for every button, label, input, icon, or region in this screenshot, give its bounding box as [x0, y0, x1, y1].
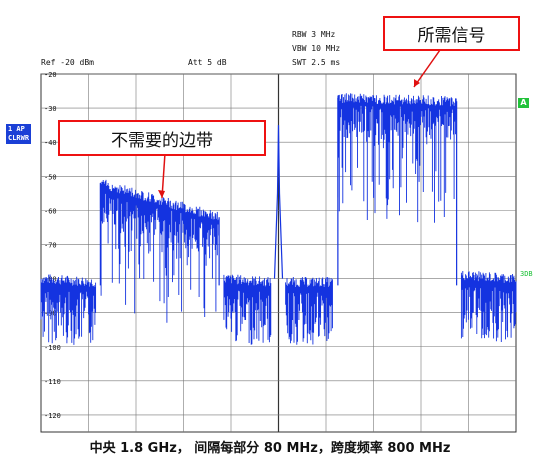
- ref-level-label: Ref -20 dBm: [41, 58, 94, 67]
- vbw-label: VBW 10 MHz: [292, 44, 341, 53]
- trace-mode-line1: 1 AP: [8, 125, 25, 133]
- rbw-label: RBW 3 MHz: [292, 30, 336, 39]
- y-tick-label: -20: [44, 71, 57, 79]
- trace-segment: [223, 274, 272, 345]
- spectrum-trace: [40, 93, 517, 345]
- wanted-arrow-head: [414, 79, 420, 87]
- wanted-arrow-line: [413, 49, 441, 88]
- unwanted-sideband-annotation: 不需要的边带: [58, 120, 266, 156]
- y-tick-label: -90: [44, 310, 57, 318]
- unwanted-arrow-head: [158, 190, 165, 198]
- trace-mode-line2: CLRWR: [8, 134, 30, 142]
- y-tick-label: -60: [44, 207, 57, 215]
- y-tick-label: -110: [44, 378, 61, 386]
- y-tick-label: -30: [44, 105, 57, 113]
- wanted-signal-annotation: 所需信号: [383, 16, 520, 51]
- chart-caption: 中央 1.8 GHz， 间隔每部分 80 MHz，跨度频率 800 MHz: [89, 441, 451, 456]
- marker-a-badge: A: [518, 98, 529, 108]
- trace-mode-badge: 1 AP CLRWR: [6, 124, 32, 144]
- y-tick-label: -100: [44, 344, 61, 352]
- trace-segment: [460, 271, 517, 342]
- trace-3db-label: 3DB: [520, 270, 533, 278]
- trace-segment: [285, 277, 333, 345]
- trace-segment: [337, 93, 458, 286]
- attenuation-label: Att 5 dB: [188, 58, 227, 67]
- y-tick-label: -50: [44, 173, 57, 181]
- trace-segment: [99, 179, 220, 323]
- trace-segment: [273, 125, 284, 279]
- swt-label: SWT 2.5 ms: [292, 58, 341, 67]
- y-tick-label: -40: [44, 139, 57, 147]
- trace-segment: [40, 274, 97, 345]
- unwanted-arrow-line: [161, 152, 166, 199]
- y-tick-label: -120: [44, 412, 61, 420]
- y-tick-label: -70: [44, 241, 57, 249]
